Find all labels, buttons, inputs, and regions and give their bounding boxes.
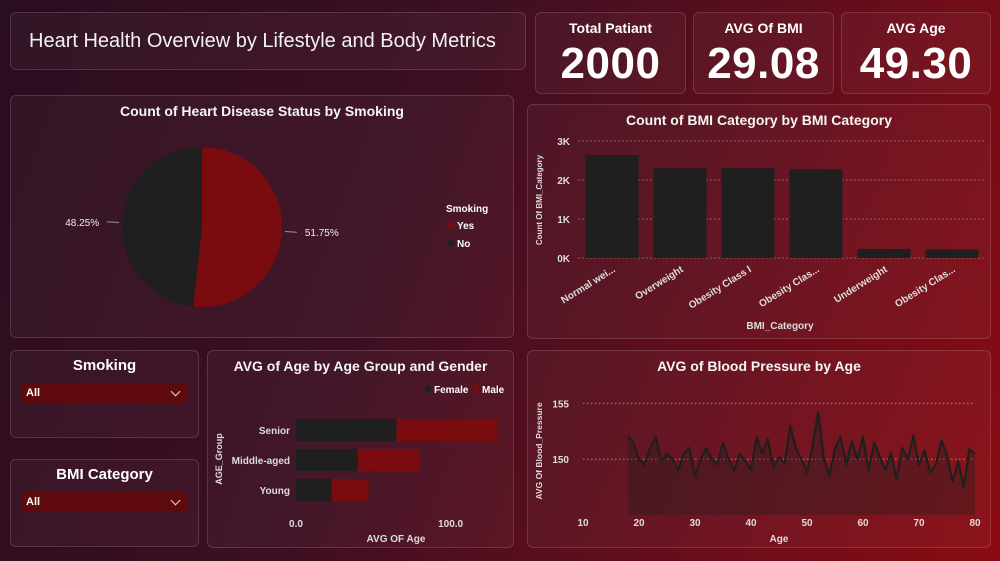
age-bar-male (357, 449, 420, 471)
pie-slice-yes (193, 147, 283, 307)
age-bar-female (296, 419, 397, 441)
pie-data-label: 51.75% (305, 228, 339, 239)
pie-slice-no (122, 147, 202, 307)
bp-x-axis-title: Age (770, 534, 789, 545)
bp-area-fill (627, 412, 975, 515)
smoking-slicer-title: Smoking (72, 357, 137, 374)
age-x-axis-title: AVG OF Age (367, 534, 426, 545)
age-group-card: AVG of Age by Age Group and Gender Senio… (207, 350, 514, 548)
kpi-total-patients-label: Total Patiant (569, 20, 652, 36)
bmi-slicer: BMI Category All (10, 459, 199, 547)
bp-xtick-label: 80 (969, 518, 981, 529)
pie-legend-label: No (457, 239, 470, 250)
bp-xtick-label: 50 (801, 518, 813, 529)
age-bar-male (396, 419, 497, 441)
bp-y-axis-title: AVG Of Blood_Pressure (534, 402, 544, 499)
age-bar-female (296, 449, 358, 471)
bmi-bar-card: Count of BMI Category by BMI Category 0K… (527, 104, 991, 339)
blood-pressure-card: AVG of Blood Pressure by Age 150 155 10 20 3… (527, 350, 991, 548)
age-group-bar-chart: Senior Middle-aged Young 0.0 100.0 AVG OF Age… (214, 385, 505, 545)
bmi-xtick-label: Obesity Clas... (757, 264, 821, 310)
bmi-xtick-label: Obesity Class I (687, 264, 754, 311)
kpi-total-patients-card: Total Patiant 2000 (535, 12, 686, 94)
bmi-dropdown[interactable]: All (22, 492, 187, 512)
blood-pressure-area-chart: 150 155 10 20 30 40 50 60 70 80 Age AVG Of Blood_Pr… (534, 399, 981, 545)
bmi-xtick-label: Underweight (832, 264, 890, 306)
bp-xtick-label: 40 (745, 518, 757, 529)
legend-marker-no (447, 239, 455, 247)
bp-xtick-label: 60 (857, 518, 869, 529)
bmi-ytick-label: 1K (557, 215, 571, 226)
bmi-ytick-label: 2K (557, 176, 571, 187)
bmi-bar (653, 168, 707, 258)
bmi-y-axis-title: Count Of BMI_Category (535, 154, 544, 245)
pie-chart: 51.75% 48.25% Smoking Yes No (65, 147, 488, 307)
bp-series-line (627, 411, 976, 489)
kpi-avg-age-label: AVG Age (886, 20, 946, 36)
bmi-ytick-label: 3K (557, 137, 571, 148)
chevron-down-icon (170, 495, 181, 505)
bmi-bar (721, 168, 775, 258)
kpi-avg-age-value: 49.30 (859, 39, 973, 88)
pie-legend-label: Yes (457, 221, 475, 232)
kpi-total-patients-value: 2000 (560, 39, 661, 88)
age-bar-male (331, 479, 369, 501)
age-legend-label: Female (434, 385, 469, 396)
age-y-axis-title: AGE_Group (214, 433, 224, 485)
pie-leader-line (107, 221, 120, 223)
pie-data-label: 48.25% (65, 218, 99, 229)
bmi-chart-title: Count of BMI Category by BMI Category (625, 112, 892, 128)
kpi-avg-bmi-label: AVG Of BMI (724, 20, 803, 36)
age-xtick-label: 100.0 (438, 519, 463, 530)
bmi-bar (925, 249, 979, 258)
pie-legend-title: Smoking (446, 204, 488, 215)
bmi-xtick-label: Overweight (634, 264, 687, 303)
legend-marker-male (472, 385, 480, 393)
kpi-avg-bmi-value: 29.08 (707, 39, 820, 88)
smoking-dropdown[interactable]: All (22, 383, 187, 403)
bmi-xtick-label: Normal wei... (559, 264, 617, 306)
bmi-bar (789, 169, 843, 258)
kpi-avg-age-card: AVG Age 49.30 (841, 12, 991, 94)
smoking-pie-card: Count of Heart Disease Status by Smoking… (10, 95, 514, 338)
chevron-down-icon (170, 386, 181, 396)
dashboard-title: Heart Health Overview by Lifestyle and B… (29, 29, 496, 52)
legend-marker-yes (447, 221, 455, 229)
bmi-bar (857, 249, 911, 258)
bp-xtick-label: 10 (577, 518, 589, 529)
pie-leader-line (284, 231, 297, 233)
kpi-avg-bmi-card: AVG Of BMI 29.08 (693, 12, 834, 94)
pie-chart-title: Count of Heart Disease Status by Smoking (120, 103, 404, 119)
bp-xtick-label: 70 (913, 518, 925, 529)
age-legend-label: Male (482, 385, 505, 396)
age-ytick-label: Senior (259, 426, 290, 437)
age-bar-female (296, 479, 332, 501)
age-chart-title: AVG of Age by Age Group and Gender (233, 358, 488, 374)
age-ytick-label: Middle-aged (232, 456, 290, 467)
bp-ytick-label: 155 (552, 399, 569, 410)
bmi-ytick-label: 0K (557, 254, 571, 265)
bp-ytick-label: 150 (552, 455, 569, 466)
smoking-slicer: Smoking All (10, 350, 199, 438)
bmi-dropdown-value: All (26, 496, 41, 508)
bmi-x-axis-title: BMI_Category (746, 321, 814, 332)
age-ytick-label: Young (260, 486, 290, 497)
age-xtick-label: 0.0 (289, 519, 303, 530)
legend-marker-female (424, 385, 432, 393)
bmi-bar (585, 155, 639, 258)
bp-xtick-label: 20 (633, 518, 645, 529)
bp-chart-title: AVG of Blood Pressure by Age (657, 358, 861, 374)
bmi-slicer-title: BMI Category (56, 466, 153, 483)
bp-xtick-label: 30 (689, 518, 701, 529)
bmi-xtick-label: Obesity Clas... (893, 264, 957, 310)
smoking-dropdown-value: All (26, 387, 41, 399)
dashboard-title-card: Heart Health Overview by Lifestyle and B… (10, 12, 526, 70)
